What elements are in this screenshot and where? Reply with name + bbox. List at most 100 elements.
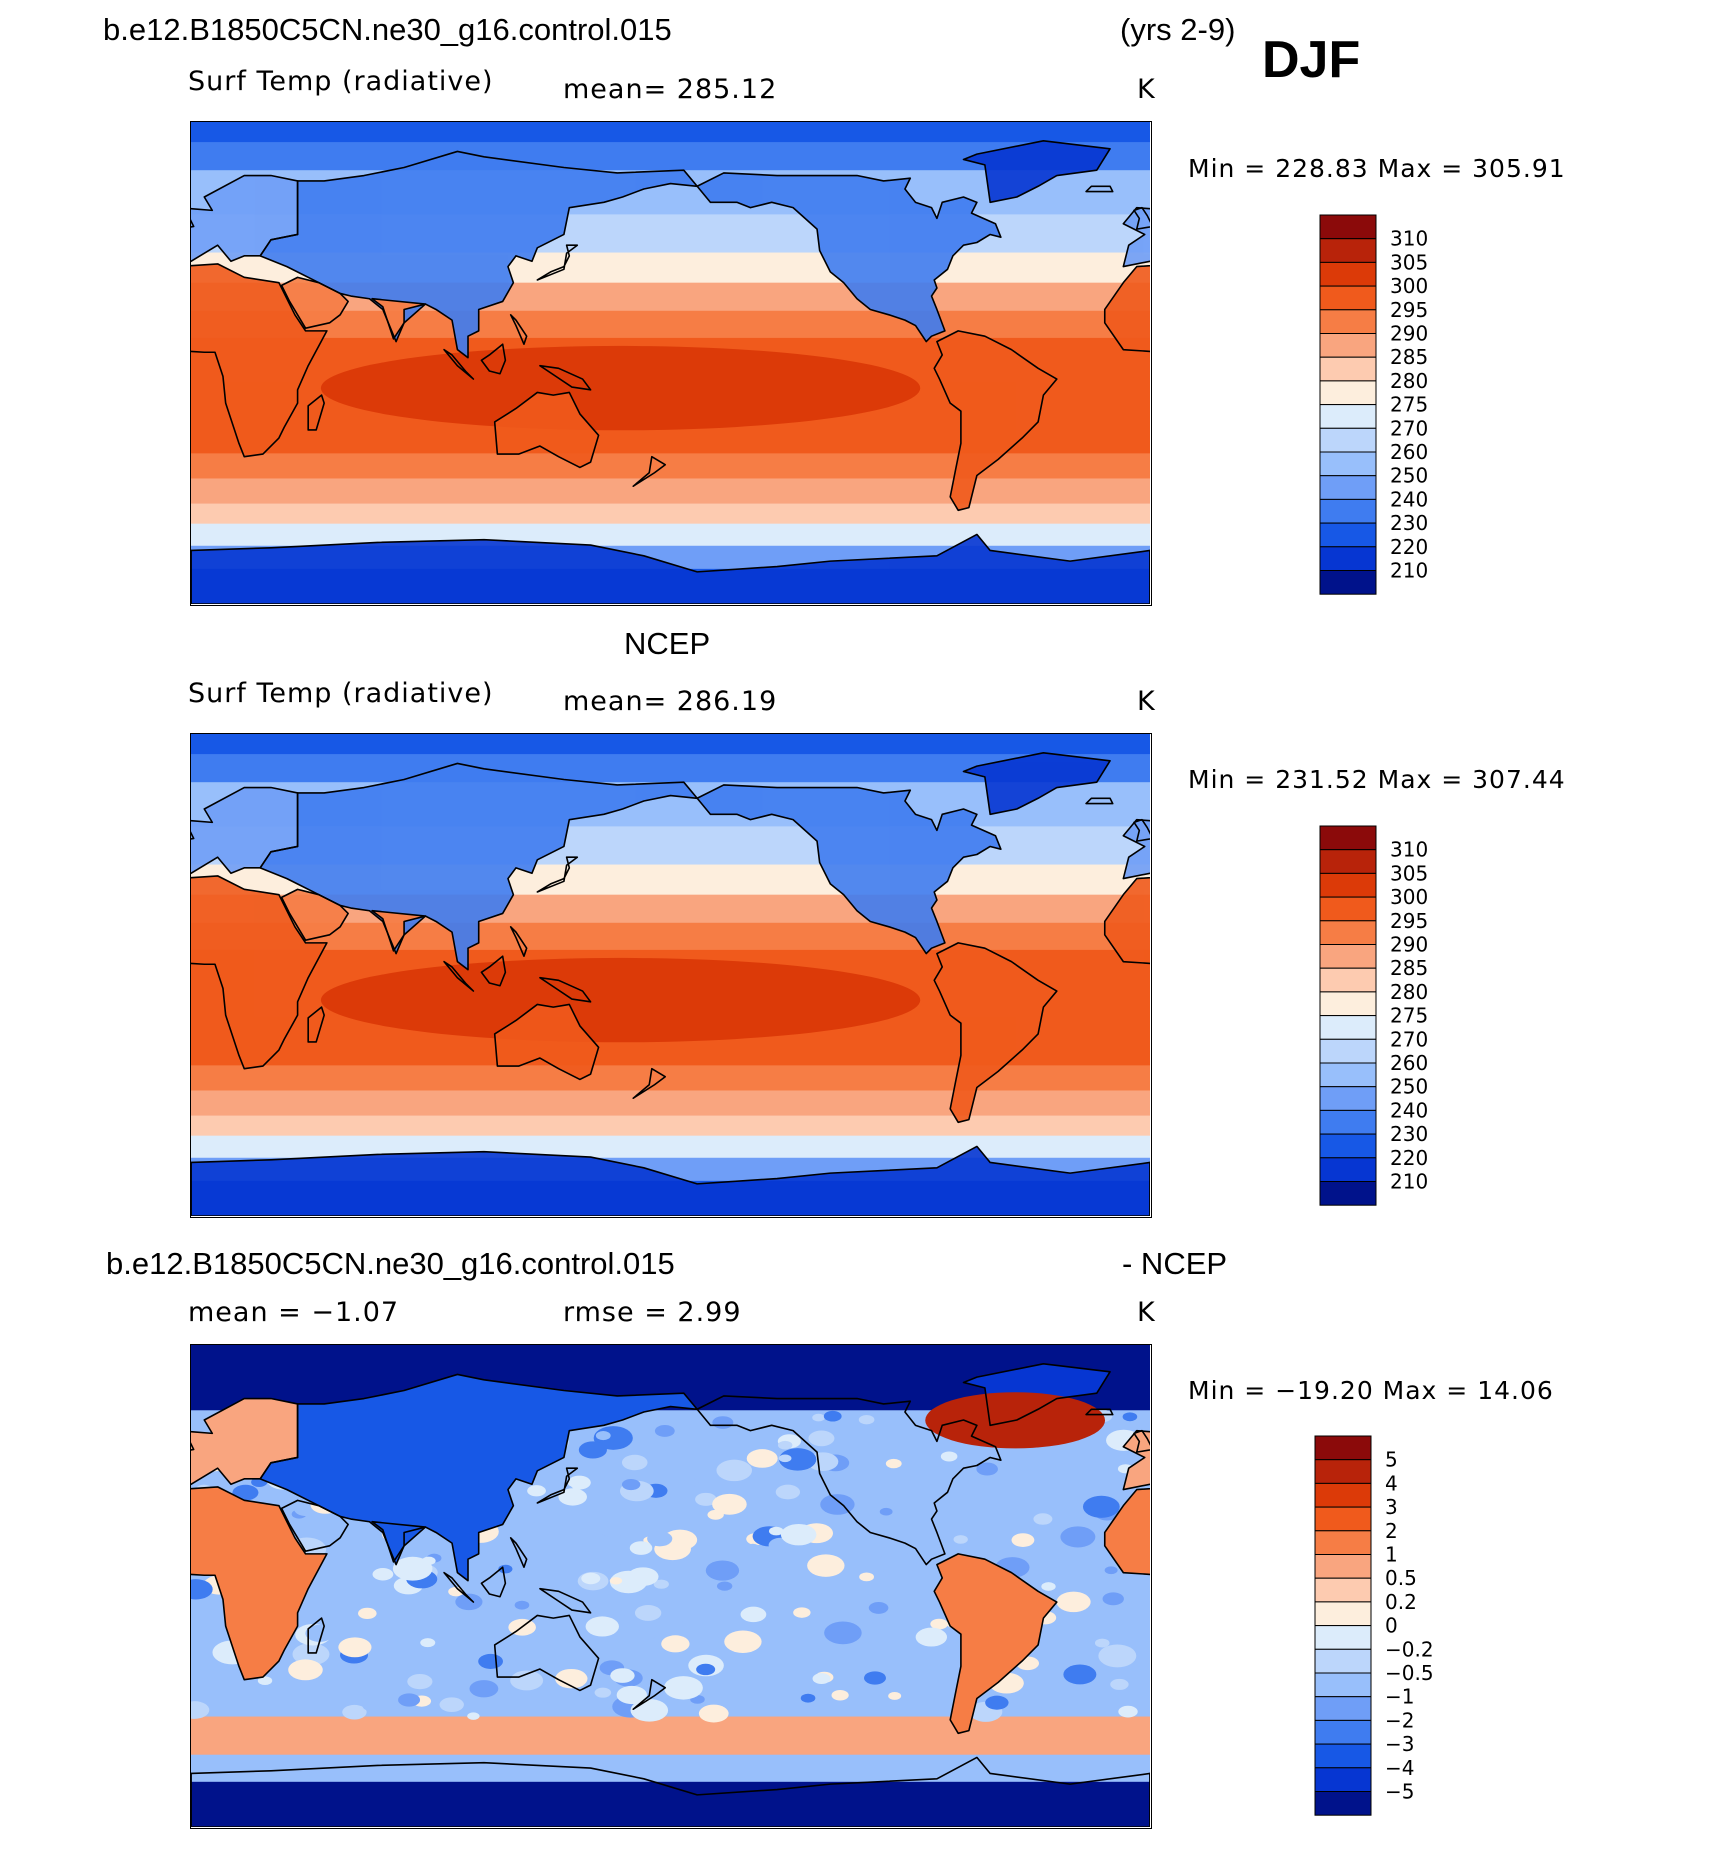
model-colorbar-swatch: [1319, 261, 1377, 287]
ncep-map-land-india: [372, 910, 426, 951]
diff-noise-blob: [637, 1627, 658, 1640]
difference-colorbar-swatch: [1314, 1743, 1372, 1769]
diff-noise-blob: [808, 1430, 835, 1447]
coastline-nz: [632, 1678, 667, 1711]
diff-land-europe: [1123, 1430, 1150, 1490]
ncep-colorbar-tick-label: 285: [1390, 956, 1428, 980]
model-colorbar-tick-label: 250: [1390, 464, 1428, 488]
coastline-greenland: [962, 751, 1111, 816]
diff-land-asia: [260, 1374, 698, 1581]
ncep-colorbar: 310 305 300 295 290 285 280 275 270 260 250 240 230 2…: [1319, 825, 1520, 1206]
diff-noise-blob: [1030, 1694, 1053, 1708]
model-colorbar-swatch: [1319, 285, 1377, 311]
model-temperature-map: [190, 121, 1152, 606]
diff-noise-blob: [768, 1526, 784, 1536]
coastline-madagascar: [307, 1006, 325, 1043]
model-map-land-antarctica: [191, 534, 1150, 604]
coastlines: [191, 751, 1150, 1216]
diff-noise-blob: [724, 1630, 762, 1653]
difference-colorbar-swatch: [1314, 1601, 1372, 1627]
difference-colorbar-tick-label: −2: [1385, 1708, 1414, 1732]
difference-colorbar-tick-label: 0.5: [1385, 1566, 1417, 1590]
diff-noise-blob: [976, 1462, 998, 1476]
difference-colorbar-tick-label: 3: [1385, 1495, 1398, 1519]
years-label: (yrs 2-9): [1120, 12, 1236, 47]
coastline-philippines: [509, 313, 528, 346]
coastline-arabia: [280, 276, 349, 329]
model-map-land-namerica: [697, 172, 1001, 342]
diff-noise-blob: [1102, 1592, 1124, 1606]
coastline-india: [371, 909, 427, 952]
diff-noise-blob: [859, 1572, 874, 1582]
diff-noise-blob: [775, 1484, 801, 1500]
diff-rmse-label: rmse = 2.99: [563, 1297, 742, 1328]
difference-colorbar-swatch: [1314, 1577, 1372, 1603]
coastline-antarctica: [191, 1756, 1150, 1827]
model-colorbar-swatch: [1319, 238, 1377, 263]
diff-noise-blob: [654, 1425, 675, 1437]
ncep-map-band: [191, 1065, 1150, 1091]
diff-land-samerica: [934, 1553, 1057, 1734]
coastline-europe: [191, 1397, 299, 1486]
model-map-band: [191, 453, 1150, 479]
diff-noise-blob: [647, 1531, 673, 1547]
diff-noise-blob: [824, 1621, 862, 1645]
diff-noise-blob: [651, 1616, 686, 1638]
model-colorbar-swatch: [1319, 333, 1377, 358]
coastline-ng: [539, 976, 592, 1003]
diff-noise-blob: [705, 1560, 740, 1581]
model-map-warm-pool: [320, 345, 921, 431]
model-map-band: [191, 523, 1150, 547]
diff-noise-blob: [662, 1529, 698, 1551]
difference-colorbar-swatch: [1314, 1506, 1372, 1532]
diff-noise-blob: [257, 1676, 273, 1686]
coastline-asia: [259, 1373, 698, 1582]
diff-noise-blob: [585, 1616, 619, 1637]
diff-minmax-label: Min = −19.20 Max = 14.06: [1188, 1376, 1554, 1405]
ncep-colorbar-swatch: [1319, 1133, 1377, 1159]
model-map-land-africa: [1104, 265, 1150, 352]
diff-noise-blob: [929, 1490, 960, 1509]
diff-noise-blob: [305, 1624, 334, 1642]
model-colorbar-tick-label: 280: [1390, 369, 1428, 393]
diff-noise-blob: [745, 1543, 761, 1553]
coastline-sumatra: [443, 1571, 475, 1603]
difference-colorbar-swatch: [1314, 1648, 1372, 1674]
diff-noise-blob: [510, 1670, 544, 1691]
ncep-colorbar-swatch: [1319, 896, 1377, 922]
coastline-philippines: [509, 925, 528, 958]
coastline-europe: [191, 786, 299, 875]
diff-noise-blob: [621, 1479, 641, 1491]
difference-colorbar-tick-label: −0.2: [1385, 1637, 1434, 1661]
model-colorbar-swatch: [1319, 356, 1377, 382]
coastline-australia: [493, 1003, 600, 1081]
model-colorbar-swatch: [1319, 451, 1377, 477]
diff-noise-blob: [858, 1414, 875, 1425]
ncep-temperature-map: [190, 733, 1152, 1218]
diff-noise-blob: [800, 1693, 816, 1703]
diff-noise-blob: [879, 1507, 893, 1516]
difference-colorbar-tick-label: −5: [1385, 1780, 1414, 1804]
difference-colorbar-tick-label: −3: [1385, 1732, 1414, 1756]
ncep-map-band: [191, 922, 1150, 951]
ncep-map-land-australia: [494, 1004, 599, 1080]
diff-noise-blob: [940, 1451, 958, 1462]
diff-noise-blob: [1094, 1638, 1110, 1648]
diff-noise-blob: [663, 1676, 703, 1700]
diff-noise-blob: [778, 1454, 792, 1463]
diff-noise-blob: [608, 1563, 624, 1573]
coastline-ng: [539, 1587, 592, 1614]
diff-noise-blob: [407, 1673, 433, 1690]
model-colorbar-swatch: [1319, 214, 1377, 240]
diff-mean-label: mean = −1.07: [188, 1297, 400, 1328]
model-colorbar-swatch: [1319, 309, 1377, 335]
ncep-map-land-greenland: [963, 752, 1111, 815]
coastline-samerica: [933, 1553, 1058, 1735]
diff-noise-blob: [621, 1454, 648, 1471]
ncep-mean-label: mean= 286.19: [563, 686, 778, 717]
diff-noise-blob: [338, 1637, 372, 1658]
diff-antarctic: [191, 1781, 1150, 1827]
diff-noise-blob: [712, 1493, 747, 1515]
ncep-colorbar-tick-label: 300: [1390, 885, 1428, 909]
season-label: DJF: [1262, 31, 1361, 89]
